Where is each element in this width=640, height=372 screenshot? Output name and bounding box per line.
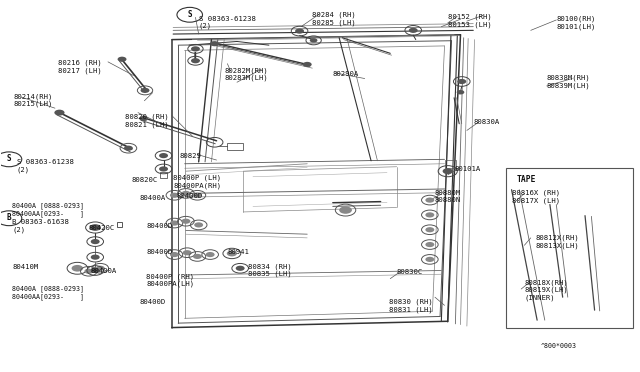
Text: 80216 (RH)
80217 (LH): 80216 (RH) 80217 (LH) [58,60,102,74]
Circle shape [191,58,200,63]
Text: S: S [6,154,12,163]
Circle shape [303,62,312,67]
Text: 80400A [0888-0293]
80400AA[0293-    ]: 80400A [0888-0293] 80400AA[0293- ] [12,203,84,217]
Circle shape [54,110,65,116]
Text: 80400P (RH)
80400PA(LH): 80400P (RH) 80400PA(LH) [147,273,195,287]
Text: 80830C: 80830C [397,269,423,275]
Text: 80400D: 80400D [147,249,173,255]
Bar [117,222,122,227]
Circle shape [295,29,304,34]
Text: S 08363-61238
(2): S 08363-61238 (2) [17,159,74,173]
Text: 80820 (RH)
80821 (LH): 80820 (RH) 80821 (LH) [125,114,169,128]
Circle shape [194,222,203,228]
Text: 80830A: 80830A [473,119,499,125]
Circle shape [72,265,83,272]
Circle shape [426,242,435,247]
Circle shape [236,266,244,271]
Text: 80214(RH)
80215(LH): 80214(RH) 80215(LH) [13,93,53,108]
Text: 80812X(RH)
80813X(LH): 80812X(RH) 80813X(LH) [536,235,580,249]
Text: 80400P (LH)
80400PA(RH): 80400P (LH) 80400PA(RH) [173,175,221,189]
Circle shape [227,250,237,256]
Text: 80101A: 80101A [454,166,481,171]
Circle shape [181,219,190,224]
Circle shape [170,221,179,226]
Text: 80410M: 80410M [12,264,38,270]
Text: 80820C: 80820C [132,177,158,183]
Text: 80880M
80880N: 80880M 80880N [435,190,461,203]
Circle shape [457,90,465,94]
Circle shape [409,28,418,33]
Circle shape [141,88,150,93]
Circle shape [426,257,435,262]
Text: 80818X(RH)
80819X(LH)
(INNER): 80818X(RH) 80819X(LH) (INNER) [524,279,568,301]
Circle shape [91,268,100,273]
Text: S 08363-61238
(2): S 08363-61238 (2) [198,16,255,29]
Circle shape [205,252,214,257]
Circle shape [339,206,352,214]
Circle shape [182,250,191,255]
Text: TAPE: TAPE [516,175,536,184]
Circle shape [210,41,219,46]
Circle shape [443,168,453,174]
Text: 80400A: 80400A [90,268,116,274]
Text: 80816X (RH)
80817X (LH): 80816X (RH) 80817X (LH) [511,190,560,204]
Text: 80284 (RH)
80285 (LH): 80284 (RH) 80285 (LH) [312,12,356,26]
Circle shape [96,266,105,271]
Text: 80941: 80941 [227,249,249,255]
Circle shape [191,46,200,51]
Circle shape [181,191,190,196]
Text: 80400A: 80400A [140,195,166,201]
Text: 80400D: 80400D [140,299,166,305]
Text: 80420C: 80420C [89,225,115,231]
Bar [506,168,633,328]
Circle shape [426,198,435,203]
Circle shape [118,57,127,62]
Text: 80834 (RH)
80835 (LH): 80834 (RH) 80835 (LH) [248,263,292,277]
Text: 80400D: 80400D [176,193,203,199]
Circle shape [310,38,317,42]
Circle shape [124,145,133,151]
Text: ^800*0003: ^800*0003 [540,343,577,349]
Circle shape [91,254,100,260]
Text: 80400A [0888-0293]
80400AA[0293-    ]: 80400A [0888-0293] 80400AA[0293- ] [12,285,84,300]
Circle shape [426,227,435,232]
Text: 80830 (RH)
80831 (LH): 80830 (RH) 80831 (LH) [389,299,433,312]
Text: 80100(RH)
80101(LH): 80100(RH) 80101(LH) [556,16,596,29]
Bar [161,172,167,178]
Circle shape [159,166,168,171]
Text: 80838M(RH)
80839M(LH): 80838M(RH) 80839M(LH) [547,75,591,89]
Text: 80400D: 80400D [147,223,173,229]
Circle shape [91,239,100,244]
Text: B: B [6,213,12,222]
Bar [227,143,243,150]
Circle shape [193,254,202,259]
Text: 80290A: 80290A [333,71,359,77]
Bar [445,160,456,168]
Circle shape [159,153,168,158]
Text: B 08363-61638
(2): B 08363-61638 (2) [12,219,69,233]
Circle shape [170,252,179,257]
Circle shape [193,193,202,198]
Text: 80152 (RH)
80153 (LH): 80152 (RH) 80153 (LH) [448,14,492,28]
Circle shape [426,212,435,218]
Circle shape [458,79,467,84]
Text: 80282M(RH)
80283M(LH): 80282M(RH) 80283M(LH) [224,67,268,81]
Circle shape [90,224,101,231]
Text: S: S [188,10,192,19]
Circle shape [140,116,148,121]
Text: 80829: 80829 [179,153,202,158]
Circle shape [84,269,93,274]
Circle shape [170,193,179,198]
